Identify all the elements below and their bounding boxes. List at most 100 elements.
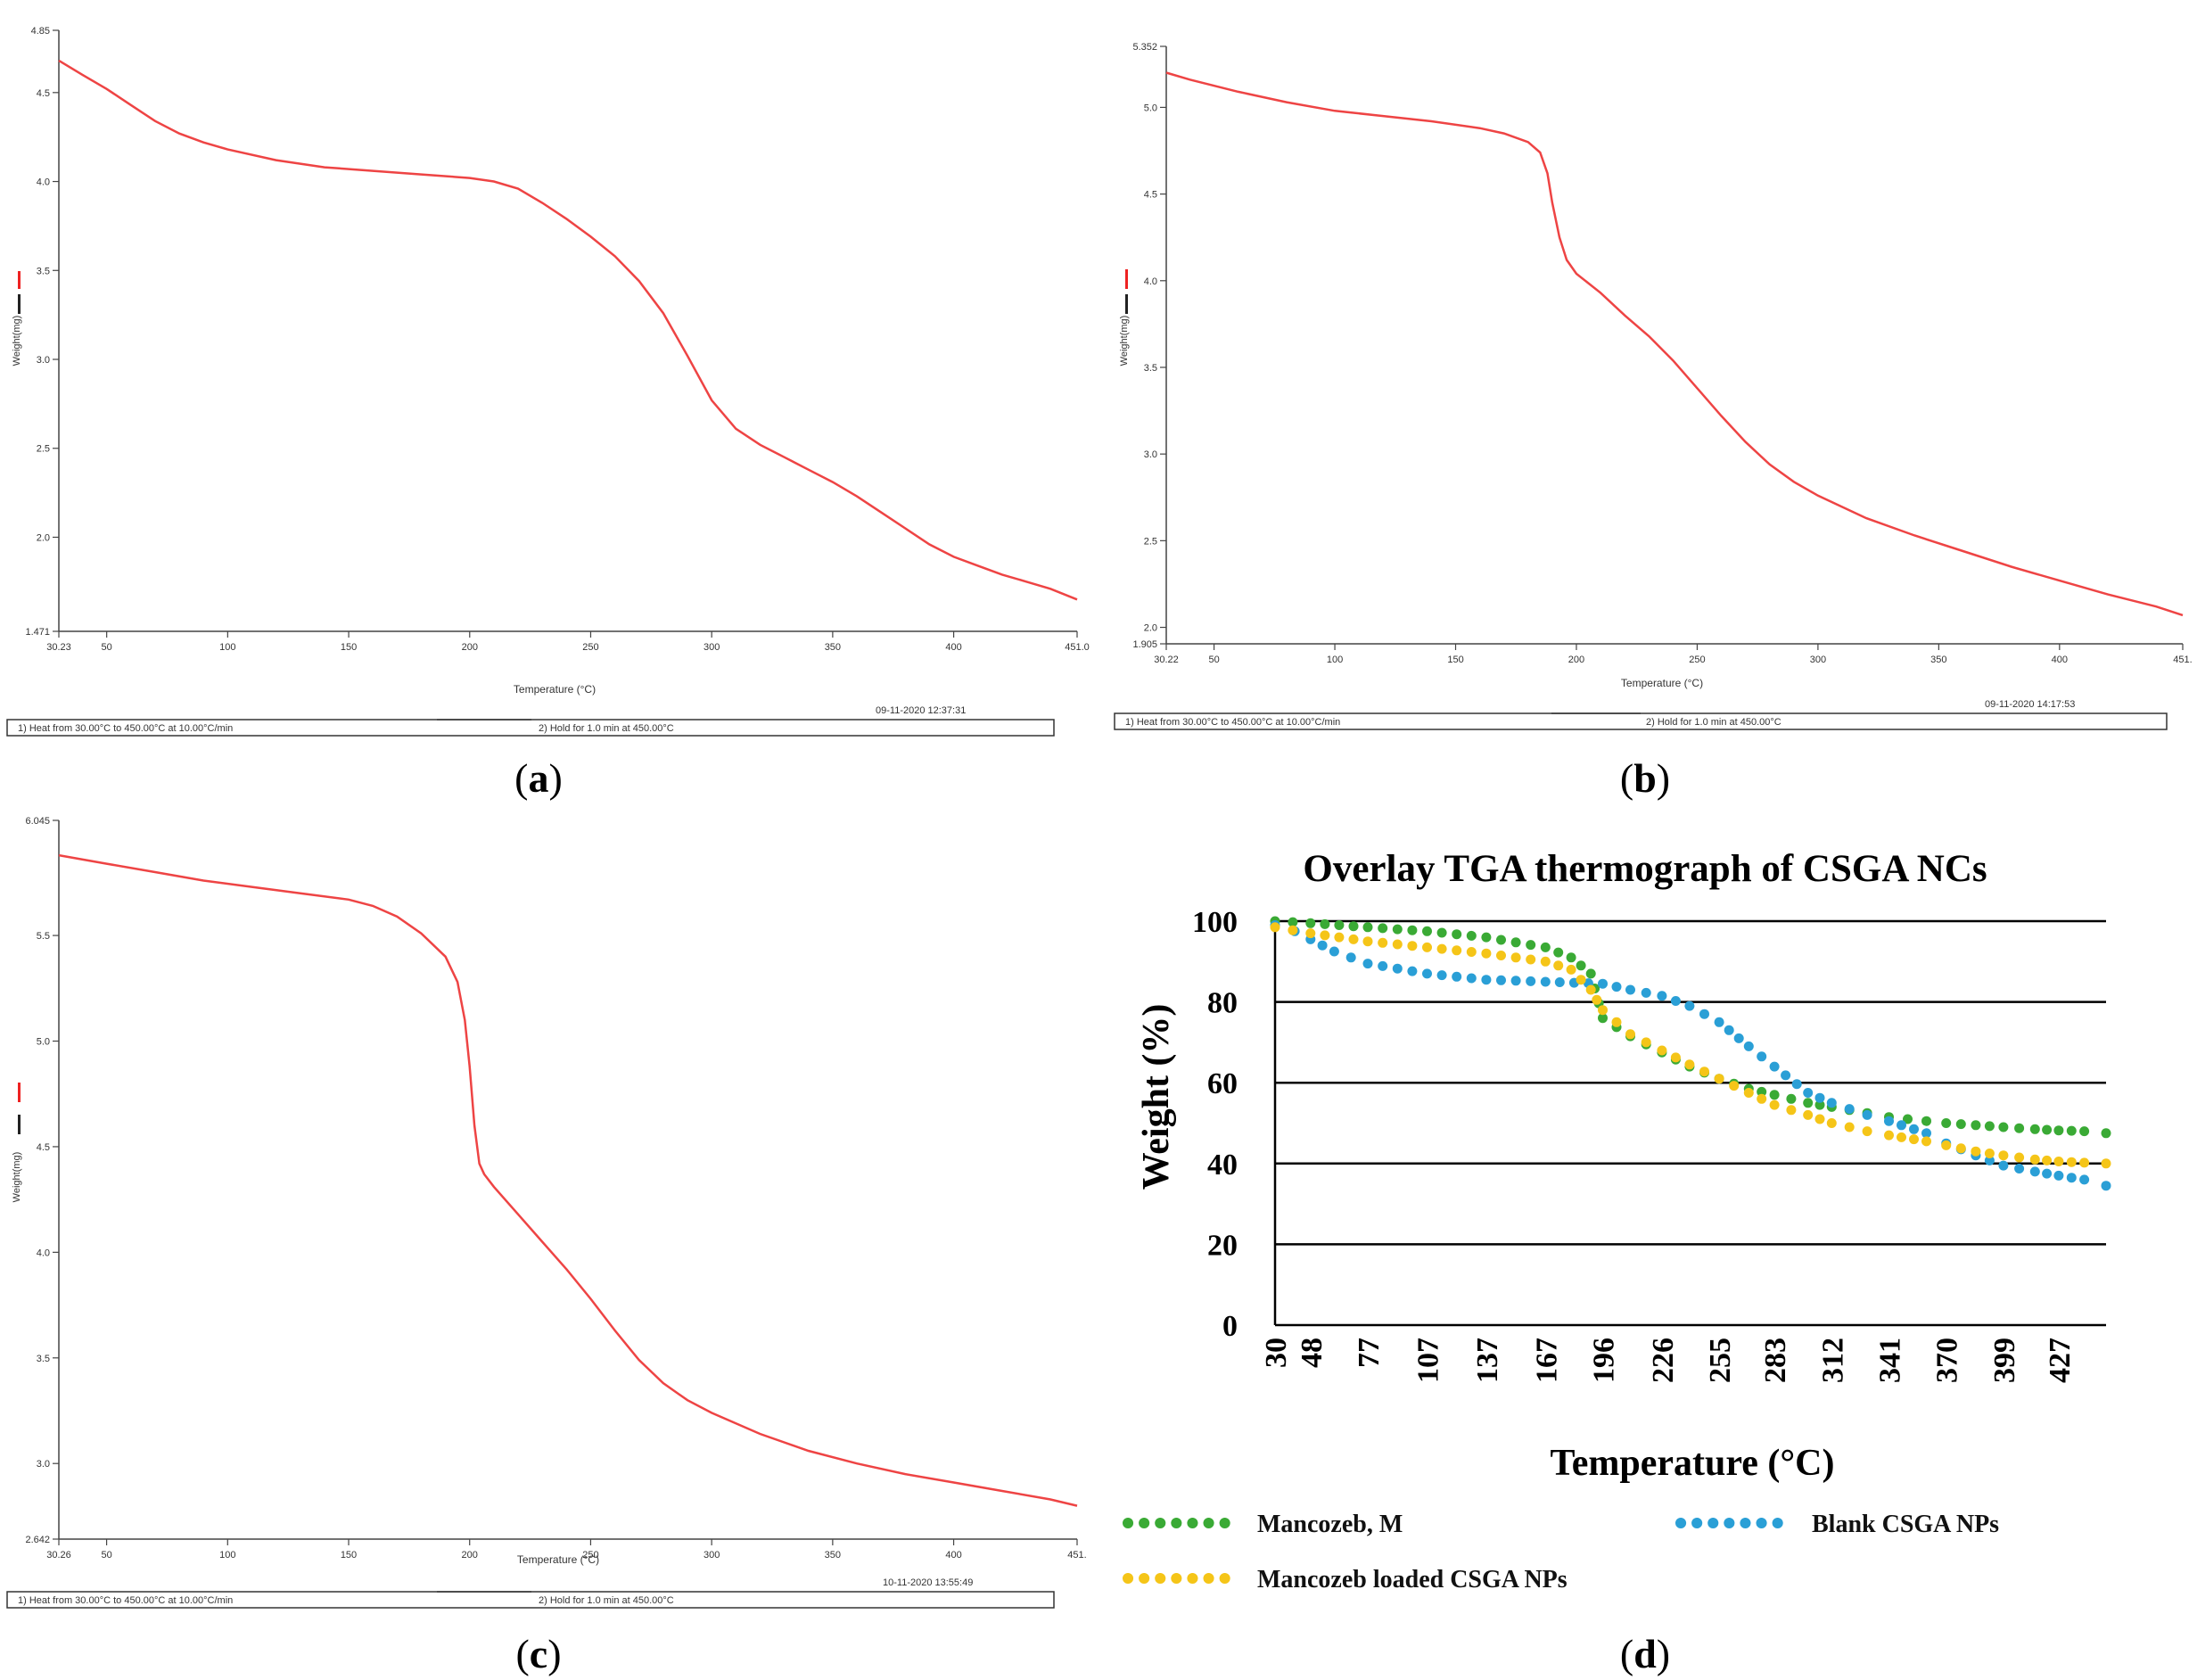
panel-d-series-2: [1270, 922, 2111, 1169]
panel-d-data-point: [1554, 977, 1565, 987]
panel-d-data-point: [1466, 947, 1477, 957]
panel-d-data-point: [1641, 987, 1651, 998]
panel-a-x-tick-label: 150: [341, 642, 357, 653]
panel-d-data-point: [1270, 922, 1280, 933]
panel-d-data-point: [1392, 924, 1403, 935]
panel-a-y-tick-label: 4.85: [31, 26, 50, 37]
panel-d-data-point: [1566, 964, 1576, 975]
panel-d-data-point: [1844, 1122, 1855, 1132]
panel-a-y-tick-label: 3.5: [37, 266, 50, 276]
panel-b-footer-step1: 1) Heat from 30.00°C to 450.00°C at 10.0…: [1125, 717, 1340, 728]
panel-a-x-tick-label: 50: [102, 642, 112, 653]
panel-d-data-point: [1553, 947, 1564, 958]
panel-d-y-tick-label: 100: [1192, 906, 1238, 939]
panel-d-data-point: [1897, 1132, 1906, 1142]
panel-d-data-point: [1903, 1114, 1913, 1124]
panel-d-data-point: [1941, 1118, 1952, 1128]
panel-c-weight-curve: [58, 853, 1078, 1507]
panel-d-data-point: [1452, 929, 1462, 940]
panel-c-x-tick-label: 50: [101, 1550, 111, 1561]
panel-d-data-point: [1743, 1041, 1754, 1051]
panel-d-data-point: [1941, 1140, 1952, 1150]
panel-b-legend-swatch-black: [1125, 294, 1128, 314]
panel-b-x-tick-label: 451.: [2173, 655, 2192, 665]
panel-d-data-point: [1598, 1005, 1608, 1016]
panel-d-data-point: [1769, 1090, 1780, 1100]
panel-a-axes: [58, 30, 1077, 632]
panel-d-data-point: [1422, 926, 1432, 936]
panel-d-y-axis-label: Weight (%): [1136, 1004, 1177, 1190]
caption-c: (c): [515, 1631, 561, 1676]
panel-a-y-tick-label: 1.471: [25, 627, 50, 638]
panel-d-y-tick-label: 40: [1207, 1149, 1238, 1182]
panel-d-data-point: [1670, 996, 1681, 1006]
panel-d-data-point: [1611, 1017, 1622, 1027]
legend-item-mancozeb-loaded: Mancozeb loaded CSGA NPs: [1123, 1566, 1568, 1594]
panel-d-overlay-chart: Overlay TGA thermograph of CSGA NCs 0 20 4…: [1123, 848, 2111, 1594]
panel-d-data-point: [1641, 1037, 1651, 1048]
panel-d-data-point: [1334, 932, 1345, 943]
panel-d-data-point: [2101, 1181, 2111, 1191]
panel-d-data-point: [1598, 978, 1608, 989]
panel-c-y-tick-label: 2.642: [25, 1535, 50, 1545]
panel-d-data-point: [1553, 960, 1564, 971]
panel-b-method-footer: 1) Heat from 30.00°C to 450.00°C at 10.0…: [1114, 712, 2168, 730]
panel-d-data-point: [1526, 976, 1536, 986]
panel-d-data-point: [1699, 1009, 1709, 1019]
legend-label-mancozeb-loaded: Mancozeb loaded CSGA NPs: [1257, 1566, 1568, 1594]
panel-b-x-tick-label: 150: [1447, 655, 1463, 665]
panel-c-y-tick-label: 6.045: [25, 816, 50, 827]
panel-d-data-point: [1288, 925, 1298, 935]
panel-d-data-point: [1625, 984, 1635, 995]
panel-b-y-tick-label: 3.0: [1144, 449, 1157, 460]
panel-b-y-tick-label: 2.5: [1144, 536, 1157, 547]
panel-b-y-tick-label: 4.5: [1144, 190, 1157, 201]
panel-d-title: Overlay TGA thermograph of CSGA NCs: [1303, 848, 1987, 890]
panel-d-data-point: [1625, 1029, 1635, 1040]
panel-d-x-tick-label: 399: [1988, 1338, 2021, 1383]
panel-d-data-point: [1466, 930, 1477, 941]
panel-b-x-tick-label: 400: [2052, 655, 2068, 665]
panel-c-footer-step1: 1) Heat from 30.00°C to 450.00°C at 10.0…: [18, 1595, 233, 1606]
panel-d-data-point: [1481, 948, 1492, 959]
panel-d-data-point: [1566, 952, 1576, 963]
panel-a-weight-curve: [58, 59, 1078, 601]
panel-a-timestamp: 09-11-2020 12:37:31: [876, 705, 966, 716]
panel-d-data-point: [1769, 1061, 1780, 1072]
panel-d-data-point: [2029, 1154, 2040, 1165]
panel-d-data-point: [1510, 976, 1521, 986]
panel-d-data-point: [1844, 1104, 1855, 1115]
panel-c-x-tick-label: 250: [582, 1550, 598, 1561]
panel-d-x-ticks: 30 48 77 107 137 167 196 226 255 283 312 341 370 399 4…: [1260, 1338, 2077, 1383]
panel-b-footer-step2: 2) Hold for 1.0 min at 450.00°C: [1646, 717, 1781, 728]
panel-c-x-tick-label: 350: [825, 1550, 841, 1561]
panel-d-data-point: [1897, 1120, 1906, 1131]
panel-d-data-point: [1466, 973, 1477, 984]
panel-b-x-tick-label: 50: [1208, 655, 1219, 665]
panel-d-data-point: [1786, 1093, 1797, 1104]
panel-b-x-tick-label: 250: [1689, 655, 1705, 665]
panel-d-x-tick-label: 370: [1931, 1338, 1964, 1383]
panel-a-x-tick-label: 350: [825, 642, 841, 653]
panel-d-x-tick-label: 167: [1530, 1338, 1563, 1383]
panel-c-x-tick-label: 451.: [1067, 1550, 1086, 1561]
panel-d-data-point: [1699, 1066, 1709, 1077]
panel-d-data-point: [1510, 952, 1521, 963]
panel-d-data-point: [1657, 1045, 1667, 1056]
panel-d-series-1: [1270, 920, 2111, 1191]
panel-b-timestamp: 09-11-2020 14:17:53: [1985, 699, 2075, 710]
panel-d-data-point: [1317, 940, 1328, 951]
panel-a-method-footer: 1) Heat from 30.00°C to 450.00°C at 10.0…: [6, 719, 1055, 737]
caption-a: (a): [514, 755, 563, 801]
panel-b-x-tick-label: 350: [1930, 655, 1946, 665]
panel-b-y-tick-label: 1.905: [1132, 639, 1157, 650]
panel-d-x-tick-label: 196: [1588, 1338, 1621, 1383]
panel-a-footer-step2: 2) Hold for 1.0 min at 450.00°C: [539, 723, 674, 734]
panel-d-x-tick-label: 283: [1759, 1338, 1792, 1383]
panel-d-data-point: [2014, 1164, 2025, 1174]
panel-c-y-tick-label: 4.5: [37, 1142, 50, 1153]
panel-d-data-point: [1288, 917, 1298, 927]
panel-d-data-point: [1984, 1155, 1995, 1165]
panel-c-axes: [58, 820, 1077, 1540]
panel-d-data-point: [1724, 1025, 1734, 1035]
